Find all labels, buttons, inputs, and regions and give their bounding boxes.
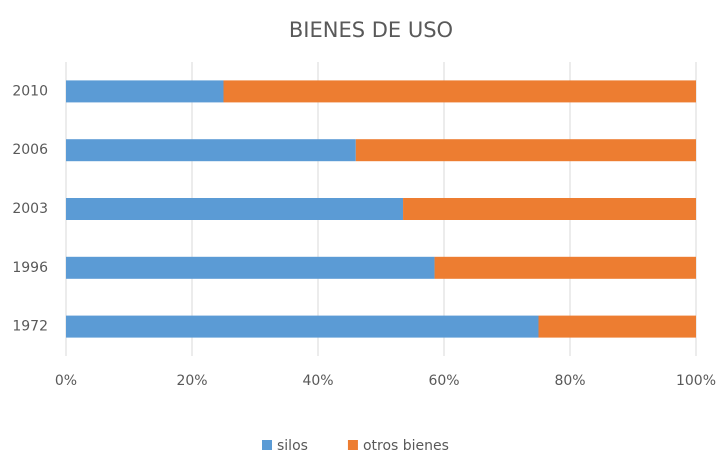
y-tick-label: 2010: [12, 83, 48, 99]
legend-swatch: [262, 440, 272, 450]
bar-segment: [434, 256, 696, 279]
bar-segment: [66, 315, 539, 338]
y-tick-label: 1996: [12, 260, 48, 276]
y-tick-label: 2003: [12, 201, 48, 217]
bar-segment: [66, 256, 435, 279]
bar-segment: [66, 80, 224, 103]
bar-segment: [403, 198, 696, 220]
bar-segment: [355, 139, 696, 162]
chart-title: BIENES DE USO: [289, 18, 453, 42]
bar-segment: [66, 139, 356, 162]
y-tick-label: 1972: [12, 319, 48, 335]
y-tick-label: 2006: [12, 142, 48, 158]
legend-swatch: [347, 440, 358, 450]
x-tick-label: 80%: [554, 373, 585, 389]
x-tick-label: 100%: [676, 373, 716, 389]
x-tick-label: 40%: [302, 373, 333, 389]
bar-segment: [66, 198, 404, 220]
x-tick-label: 60%: [428, 373, 459, 389]
x-tick-label: 0%: [55, 373, 77, 389]
bar-segment: [538, 315, 696, 338]
legend-label: silos: [277, 438, 308, 454]
legend-label: otros bienes: [363, 438, 449, 454]
bar-segment: [223, 80, 696, 103]
x-tick-label: 20%: [176, 373, 207, 389]
